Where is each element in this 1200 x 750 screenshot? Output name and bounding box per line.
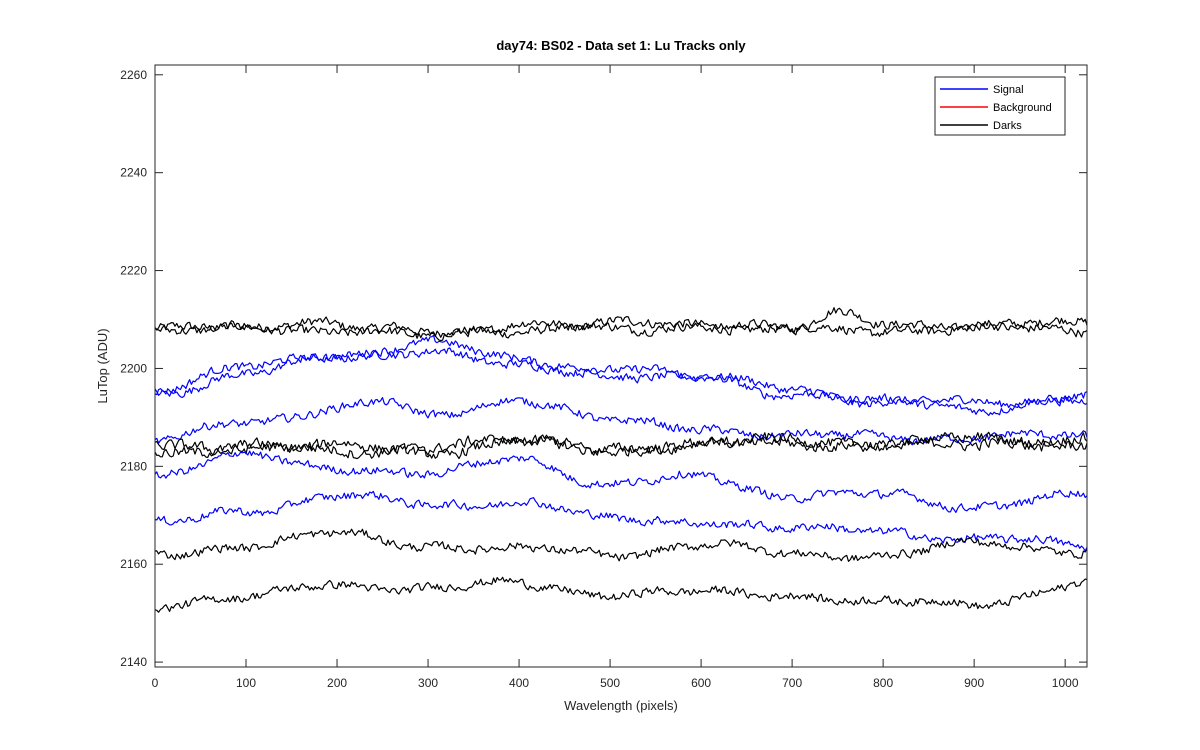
series-line-signal-4	[154, 334, 1088, 417]
series-layer	[154, 307, 1088, 613]
x-tick-label: 800	[873, 676, 893, 690]
x-tick-label: 400	[509, 676, 529, 690]
series-line-darks-10	[154, 528, 1088, 562]
x-tick-label: 0	[152, 676, 159, 690]
legend: Signal Background Darks	[934, 76, 1066, 136]
y-tick-label: 2260	[120, 68, 147, 82]
x-tick-label: 500	[600, 676, 620, 690]
x-axis-label: Wavelength (pixels)	[564, 698, 678, 713]
ticks-layer: 0 100 200 300 400 500 600 700 800 900 1000 2140 2160…	[120, 65, 1087, 690]
x-tick-label: 900	[964, 676, 984, 690]
series-line-signal-8	[154, 450, 1088, 513]
series-line-darks-7	[154, 431, 1088, 460]
y-tick-label: 2160	[120, 557, 147, 571]
series-line-signal-9	[154, 490, 1088, 552]
y-tick-label: 2200	[120, 361, 147, 375]
legend-label-darks: Darks	[993, 120, 1022, 132]
x-tick-label: 300	[418, 676, 438, 690]
axes-box	[154, 64, 1088, 668]
y-tick-label: 2140	[120, 655, 147, 669]
chart-title: day74: BS02 - Data set 1: Lu Tracks only	[496, 38, 746, 53]
x-tick-label: 100	[236, 676, 256, 690]
legend-label-background: Background	[993, 102, 1052, 114]
y-axis-label: LuTop (ADU)	[95, 328, 110, 403]
y-tick-label: 2220	[120, 264, 147, 278]
legend-label-signal: Signal	[993, 84, 1024, 96]
series-line-signal-3	[154, 347, 1088, 409]
series-line-darks-11	[154, 576, 1088, 613]
x-tick-label: 700	[782, 676, 802, 690]
x-tick-label: 200	[327, 676, 347, 690]
series-line-darks-2	[154, 318, 1088, 342]
y-tick-label: 2180	[120, 459, 147, 473]
x-tick-label: 600	[691, 676, 711, 690]
x-tick-label: 1000	[1052, 676, 1079, 690]
y-tick-label: 2240	[120, 166, 147, 180]
plot-area	[155, 65, 1087, 667]
